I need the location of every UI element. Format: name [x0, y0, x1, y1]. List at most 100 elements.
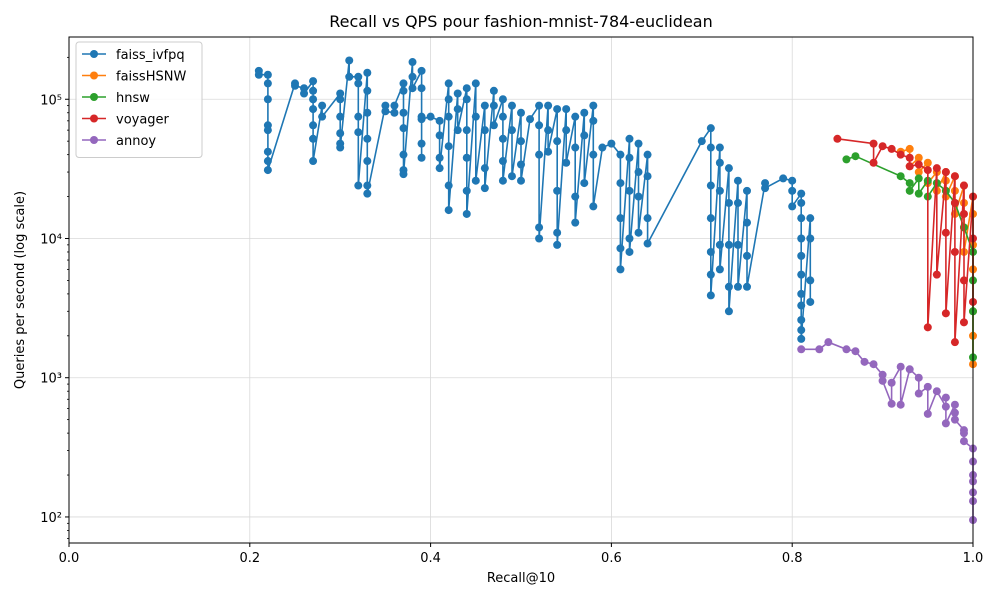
data-point: [706, 124, 715, 133]
data-point: [743, 186, 751, 195]
data-point: [950, 400, 959, 409]
data-point: [941, 393, 950, 402]
data-point: [571, 192, 580, 201]
data-point: [417, 139, 426, 148]
data-point: [309, 77, 318, 86]
data-point: [724, 164, 733, 173]
data-point: [381, 107, 390, 116]
x-tick-label: 0.2: [239, 551, 260, 566]
data-point: [535, 223, 544, 232]
legend-marker: [90, 50, 98, 58]
data-point: [634, 228, 643, 237]
data-point: [797, 334, 806, 343]
data-point: [743, 282, 751, 291]
data-point: [643, 150, 652, 159]
data-point: [797, 315, 806, 324]
data-point: [806, 234, 815, 243]
data-point: [517, 137, 525, 146]
data-point: [625, 186, 634, 195]
legend-marker: [90, 114, 98, 123]
data-point: [634, 168, 643, 177]
data-point: [444, 112, 453, 121]
data-point: [553, 105, 562, 114]
data-point: [860, 357, 869, 366]
data-point: [498, 95, 507, 104]
legend-marker: [90, 93, 98, 101]
data-point: [950, 247, 959, 256]
data-point: [517, 176, 525, 185]
data-point: [291, 81, 299, 90]
data-point: [435, 116, 444, 125]
data-point: [354, 181, 363, 190]
data-point: [914, 168, 923, 177]
data-point: [300, 89, 309, 98]
data-point: [526, 115, 535, 124]
data-point: [797, 251, 806, 260]
data-point: [896, 150, 905, 159]
data-point: [905, 162, 914, 171]
data-point: [507, 126, 516, 135]
data-point: [263, 166, 272, 175]
data-point: [914, 153, 923, 162]
data-point: [363, 68, 372, 77]
data-point: [797, 234, 806, 243]
data-point: [553, 137, 562, 146]
data-point: [878, 370, 887, 379]
data-point: [923, 323, 932, 332]
data-point: [797, 270, 806, 279]
data-point: [462, 209, 471, 218]
legend-item: faiss_ivfpq: [82, 48, 185, 63]
data-point: [706, 291, 715, 300]
data-point: [733, 240, 742, 249]
data-point: [345, 56, 354, 65]
data-point: [887, 378, 896, 387]
data-point: [806, 214, 815, 223]
legend: faiss_ivfpq faissHSNW hnsw voyager annoy: [75, 41, 203, 158]
data-point: [724, 307, 733, 316]
data-point: [878, 142, 887, 151]
data-point: [797, 289, 806, 298]
data-point: [706, 270, 715, 279]
data-point: [571, 218, 580, 227]
data-point: [553, 186, 562, 195]
data-point: [923, 166, 932, 175]
data-point: [354, 72, 363, 81]
data-point: [408, 58, 417, 67]
data-point: [733, 282, 742, 291]
data-point: [309, 134, 318, 143]
data-point: [589, 116, 598, 125]
data-point: [544, 147, 553, 156]
data-point: [887, 399, 896, 408]
data-point: [390, 101, 399, 110]
data-point: [263, 79, 272, 88]
data-point: [914, 160, 923, 169]
data-point: [941, 168, 950, 177]
x-tick-label: 1.0: [963, 551, 984, 566]
data-point: [824, 338, 833, 347]
data-point: [806, 276, 815, 285]
data-point: [426, 112, 435, 121]
data-point: [553, 228, 562, 237]
y-tick-label: 10⁴: [40, 232, 62, 247]
data-point: [923, 409, 932, 418]
data-point: [589, 150, 598, 159]
data-point: [643, 172, 652, 181]
data-point: [399, 170, 408, 179]
data-point: [634, 139, 643, 148]
data-point: [535, 121, 544, 130]
data-point: [462, 126, 471, 135]
data-point: [544, 101, 553, 110]
data-point: [950, 172, 959, 181]
data-point: [842, 155, 851, 164]
data-point: [417, 115, 426, 124]
data-point: [869, 139, 878, 148]
data-point: [480, 164, 489, 173]
data-point: [625, 153, 634, 162]
data-point: [959, 276, 968, 285]
data-point: [724, 282, 733, 291]
data-point: [435, 164, 444, 173]
data-point: [715, 186, 724, 195]
data-point: [318, 112, 327, 121]
data-point: [905, 144, 914, 153]
x-tick-label: 0.6: [601, 551, 622, 566]
